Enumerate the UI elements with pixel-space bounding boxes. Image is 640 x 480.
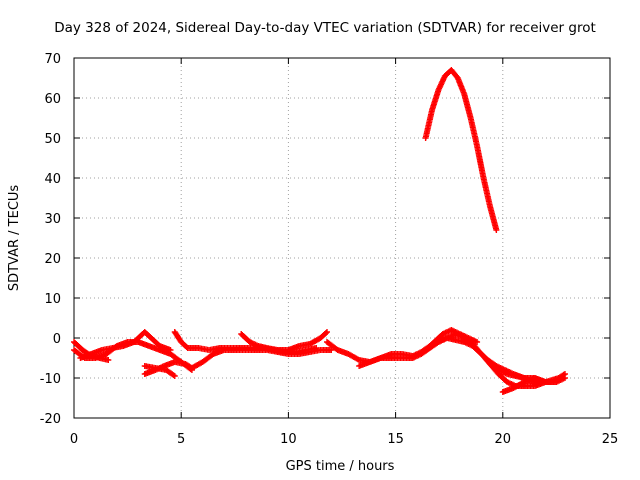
y-tick-label: 30 <box>44 212 61 227</box>
y-tick-label: 40 <box>44 172 61 187</box>
series-track-3 <box>77 329 174 361</box>
x-tick-label: 20 <box>495 432 512 447</box>
data-point <box>493 227 500 233</box>
y-tick-label: 70 <box>44 52 61 67</box>
data-point <box>561 375 568 381</box>
data-point <box>322 330 329 336</box>
data-point <box>323 329 330 335</box>
series-track-10 <box>422 327 481 353</box>
y-axis-label: SDTVAR / TECUs <box>7 185 22 292</box>
x-tick-label: 25 <box>602 432 619 447</box>
x-tick-label: 15 <box>387 432 404 447</box>
y-axis-ticks: -20 -10 0 10 20 30 40 50 60 70 <box>40 52 610 427</box>
y-tick-label: 10 <box>44 292 61 307</box>
data-point <box>553 379 560 385</box>
plot-border <box>73 57 611 419</box>
data-point <box>313 345 320 351</box>
y-tick-label: -10 <box>40 372 61 387</box>
data-point <box>170 372 177 379</box>
data-series <box>71 67 568 395</box>
data-point <box>167 347 174 353</box>
series-track-13 <box>422 67 500 233</box>
chart-title: Day 328 of 2024, Sidereal Day-to-day VTE… <box>54 20 596 36</box>
data-point <box>171 373 178 379</box>
plot-frame <box>73 57 611 419</box>
y-tick-label: 50 <box>44 132 61 147</box>
x-axis-ticks: 0 5 10 15 20 25 <box>70 58 618 447</box>
y-tick-label: -20 <box>40 412 61 427</box>
data-point <box>105 357 112 363</box>
y-tick-label: 0 <box>53 332 61 347</box>
x-tick-label: 0 <box>70 432 78 447</box>
x-axis-label: GPS time / hours <box>286 459 395 474</box>
data-point <box>474 339 481 345</box>
x-tick-label: 10 <box>280 432 297 447</box>
y-tick-label: 20 <box>44 252 61 267</box>
x-tick-label: 5 <box>177 432 185 447</box>
y-tick-label: 60 <box>44 92 61 107</box>
series-track-12 <box>499 375 560 395</box>
series-track-7 <box>238 329 330 353</box>
grid-lines <box>74 58 610 418</box>
